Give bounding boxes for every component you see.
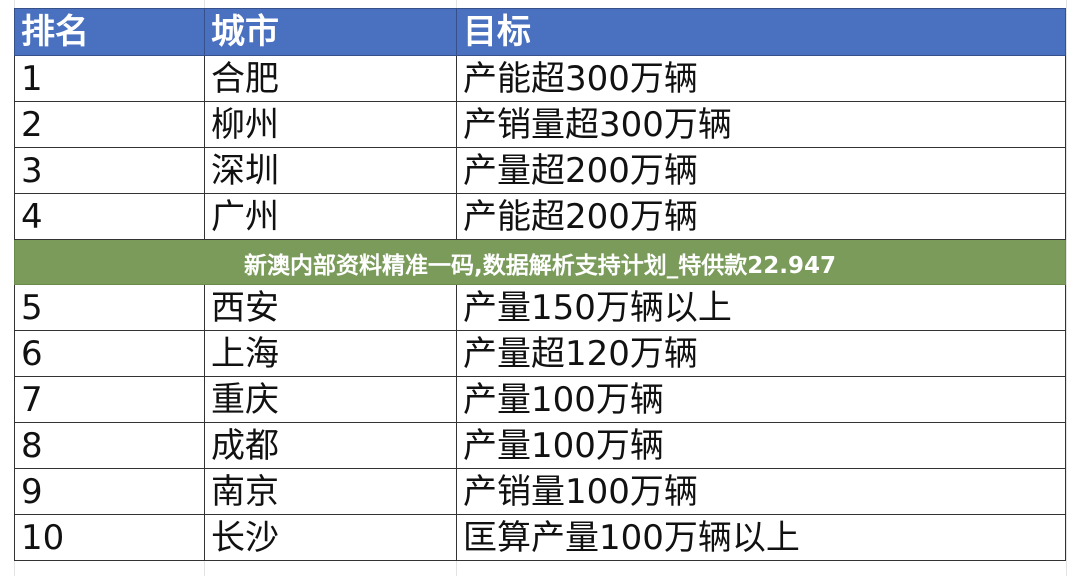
target-cell: 产能超200万辆 [456, 193, 1066, 240]
target-cell: 产量100万辆 [456, 376, 1066, 423]
header-city: 城市 [204, 8, 457, 56]
ranking-table: 排名 城市 目标 1 合肥 产能超300万辆 2 柳州 产销量超300万辆 3 深圳 产量超20… [14, 8, 1066, 561]
table-row: 6 上海 产量超120万辆 [14, 330, 1066, 377]
city-cell: 成都 [204, 422, 457, 469]
header-row: 排名 城市 目标 [14, 8, 1066, 56]
city-cell: 重庆 [204, 376, 457, 423]
rank-cell: 3 [14, 147, 205, 194]
rank-cell: 9 [14, 468, 205, 515]
city-cell: 合肥 [204, 55, 457, 102]
header-rank: 排名 [14, 8, 205, 56]
overlay-banner: 新澳内部资料精准一码,数据解析支持计划_特供款22.947 [14, 239, 1066, 285]
target-cell: 产能超300万辆 [456, 55, 1066, 102]
target-cell: 匡算产量100万辆以上 [456, 514, 1066, 561]
table-row: 2 柳州 产销量超300万辆 [14, 101, 1066, 148]
banner-cell: 新澳内部资料精准一码,数据解析支持计划_特供款22.947 [14, 239, 1066, 285]
city-cell: 广州 [204, 193, 457, 240]
city-cell: 上海 [204, 330, 457, 377]
table-row: 10 长沙 匡算产量100万辆以上 [14, 514, 1066, 561]
table-row: 1 合肥 产能超300万辆 [14, 55, 1066, 102]
table-row: 9 南京 产销量100万辆 [14, 468, 1066, 515]
rank-cell: 1 [14, 55, 205, 102]
rank-cell: 7 [14, 376, 205, 423]
city-cell: 长沙 [204, 514, 457, 561]
target-cell: 产量100万辆 [456, 422, 1066, 469]
city-cell: 南京 [204, 468, 457, 515]
target-cell: 产销量100万辆 [456, 468, 1066, 515]
target-cell: 产量超120万辆 [456, 330, 1066, 377]
rank-cell: 5 [14, 284, 205, 331]
table-row: 3 深圳 产量超200万辆 [14, 147, 1066, 194]
target-cell: 产量超200万辆 [456, 147, 1066, 194]
rank-cell: 6 [14, 330, 205, 377]
target-cell: 产量150万辆以上 [456, 284, 1066, 331]
rank-cell: 10 [14, 514, 205, 561]
header-target: 目标 [456, 8, 1066, 56]
table-row: 7 重庆 产量100万辆 [14, 376, 1066, 423]
table-row: 8 成都 产量100万辆 [14, 422, 1066, 469]
table-row: 5 西安 产量150万辆以上 [14, 284, 1066, 331]
table-row: 4 广州 产能超200万辆 [14, 193, 1066, 240]
rank-cell: 4 [14, 193, 205, 240]
rank-cell: 8 [14, 422, 205, 469]
rank-cell: 2 [14, 101, 205, 148]
target-cell: 产销量超300万辆 [456, 101, 1066, 148]
city-cell: 西安 [204, 284, 457, 331]
banner-text: 新澳内部资料精准一码,数据解析支持计划_特供款22.947 [244, 253, 836, 279]
city-cell: 深圳 [204, 147, 457, 194]
city-cell: 柳州 [204, 101, 457, 148]
